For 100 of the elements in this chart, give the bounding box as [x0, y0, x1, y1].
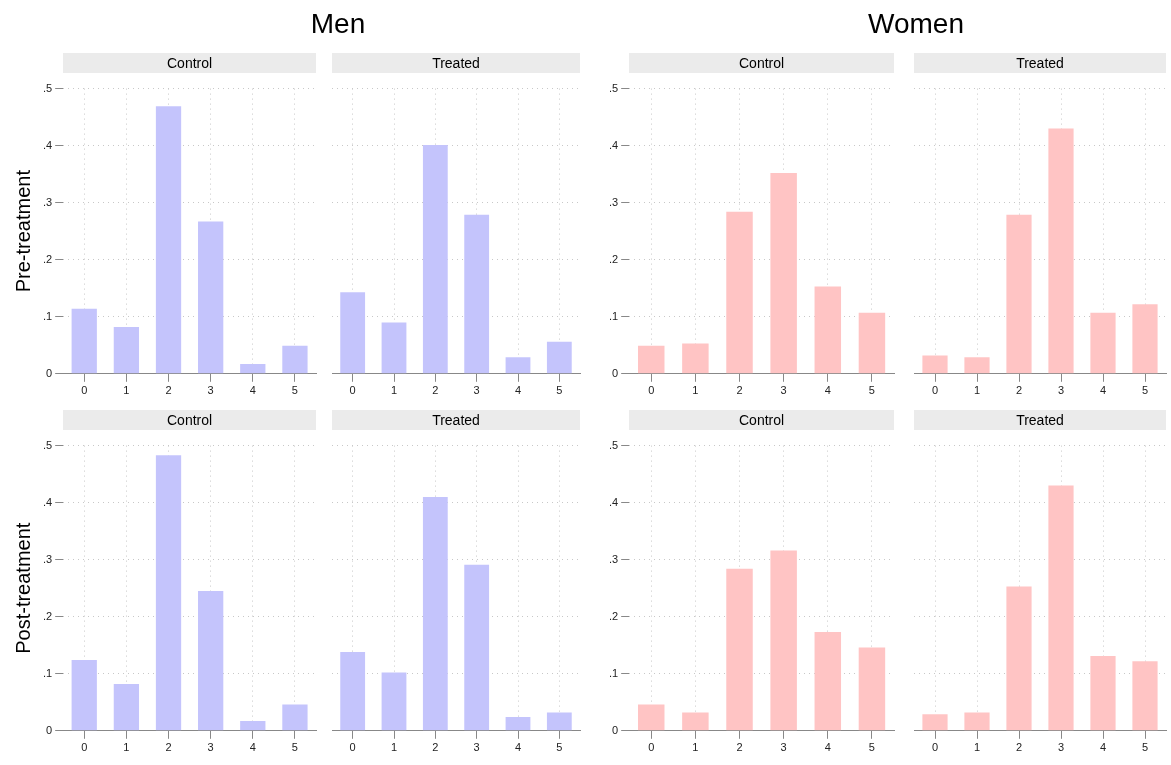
y-tick-label: .4 [42, 138, 53, 151]
y-tick-label: 0 [612, 723, 619, 736]
x-tick-label: 2 [432, 384, 439, 397]
x-tick-label: 4 [514, 384, 522, 397]
x-tick-label: 0 [349, 741, 356, 754]
bar [546, 712, 572, 731]
chart-title: Control [63, 410, 316, 430]
x-tick-label: 3 [1057, 741, 1065, 754]
x-tick-label: 3 [473, 384, 480, 397]
x-tick-label: 5 [1141, 741, 1149, 754]
bar [1006, 214, 1032, 374]
bar [770, 173, 797, 374]
y-tick-label: .4 [608, 138, 619, 151]
x-tick-label: 0 [931, 741, 939, 754]
bar [282, 704, 308, 731]
bar [814, 632, 842, 731]
x-tick-label: 1 [123, 384, 130, 397]
bar [770, 550, 797, 731]
y-tick-label: .2 [608, 609, 619, 622]
bar [858, 647, 886, 731]
x-tick-label: 5 [291, 384, 298, 397]
y-tick-label: .5 [42, 81, 53, 94]
bar [1132, 661, 1158, 731]
x-tick-label: 1 [692, 741, 699, 754]
x-tick-label: 0 [81, 384, 88, 397]
bar [964, 712, 990, 731]
x-tick-label: 2 [736, 741, 743, 754]
bar [814, 286, 842, 374]
x-tick-label: 3 [780, 741, 787, 754]
y-tick-label: .3 [42, 195, 53, 208]
x-tick-label: 4 [824, 384, 831, 397]
x-tick-label: 2 [165, 384, 172, 397]
x-tick-label: 5 [1141, 384, 1149, 397]
x-tick-label: 0 [931, 384, 939, 397]
y-tick-label: .1 [608, 666, 619, 679]
bar [113, 327, 140, 374]
text: Men [309, 8, 367, 40]
y-tick-label: .5 [608, 81, 619, 94]
bar [638, 704, 665, 731]
y-tick-label: .2 [42, 609, 53, 622]
bar [1132, 304, 1158, 374]
bar [505, 357, 531, 374]
y-tick-label: .5 [42, 438, 53, 451]
x-tick-label: 5 [556, 384, 563, 397]
x-tick-label: 0 [648, 384, 655, 397]
bar [464, 564, 490, 731]
x-tick-label: 2 [1015, 384, 1023, 397]
y-axis-title: Post-treatment [11, 522, 34, 654]
chart-title: Treated [914, 53, 1166, 73]
bar [638, 345, 665, 374]
y-tick-label: .2 [608, 252, 619, 265]
bar [155, 106, 182, 374]
y-tick-label: .3 [42, 552, 53, 565]
chart-title: Treated [332, 410, 580, 430]
x-tick-label: 4 [1099, 741, 1107, 754]
x-tick-label: 1 [973, 384, 981, 397]
x-tick-label: 3 [207, 741, 214, 754]
x-tick-label: 4 [249, 384, 256, 397]
x-tick-label: 0 [81, 741, 88, 754]
y-tick-label: .5 [608, 438, 619, 451]
x-tick-label: 3 [207, 384, 214, 397]
bar [546, 341, 572, 374]
x-tick-label: 4 [249, 741, 256, 754]
bar [198, 221, 224, 374]
bar [381, 672, 407, 731]
bar [922, 714, 948, 731]
bar [682, 343, 709, 374]
x-tick-label: 1 [692, 384, 699, 397]
chart-title: Treated [914, 410, 1166, 430]
x-tick-label: 5 [556, 741, 563, 754]
y-tick-label: .3 [608, 195, 619, 208]
chart-title: Control [629, 410, 894, 430]
bar [1048, 128, 1074, 374]
bar [422, 145, 448, 374]
x-tick-label: 3 [473, 741, 480, 754]
bar [464, 214, 490, 374]
bar [422, 496, 448, 731]
x-tick-label: 2 [432, 741, 439, 754]
x-tick-label: 0 [648, 741, 655, 754]
x-tick-label: 1 [390, 384, 398, 397]
y-axis-title: Pre-treatment [11, 169, 34, 293]
bar [198, 591, 224, 731]
x-tick-label: 0 [349, 384, 356, 397]
bar [964, 357, 990, 374]
bar [282, 345, 308, 374]
x-tick-label: 4 [824, 741, 831, 754]
bar [922, 355, 948, 374]
x-tick-label: 5 [868, 741, 875, 754]
x-tick-label: 4 [1099, 384, 1107, 397]
x-tick-label: 5 [291, 741, 298, 754]
bar [1090, 656, 1116, 731]
bar [682, 712, 709, 731]
bar [340, 292, 366, 374]
x-tick-label: 5 [868, 384, 875, 397]
y-tick-label: .4 [608, 495, 619, 508]
bar [858, 312, 886, 374]
bar [71, 308, 97, 374]
chart-title: Control [629, 53, 894, 73]
x-tick-label: 3 [780, 384, 787, 397]
x-tick-label: 2 [736, 384, 743, 397]
